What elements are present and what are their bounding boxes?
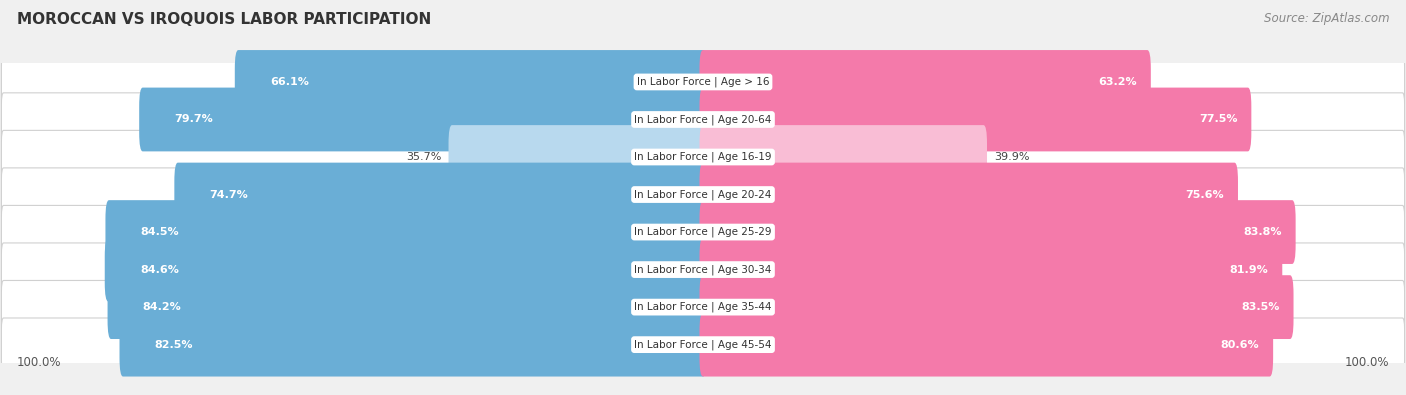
FancyBboxPatch shape [1,318,1405,371]
FancyBboxPatch shape [700,163,1237,226]
Text: In Labor Force | Age 16-19: In Labor Force | Age 16-19 [634,152,772,162]
Text: 81.9%: 81.9% [1229,265,1268,275]
Text: 79.7%: 79.7% [174,115,214,124]
FancyBboxPatch shape [700,238,1282,301]
Text: 80.6%: 80.6% [1220,340,1260,350]
Text: 66.1%: 66.1% [270,77,309,87]
Text: 75.6%: 75.6% [1185,190,1223,199]
FancyBboxPatch shape [1,280,1405,334]
FancyBboxPatch shape [449,125,707,189]
FancyBboxPatch shape [174,163,707,226]
Text: 83.5%: 83.5% [1241,302,1279,312]
FancyBboxPatch shape [235,50,707,114]
Text: In Labor Force | Age 20-24: In Labor Force | Age 20-24 [634,189,772,200]
Text: 39.9%: 39.9% [994,152,1029,162]
FancyBboxPatch shape [139,88,707,151]
FancyBboxPatch shape [700,313,1272,376]
FancyBboxPatch shape [120,313,707,376]
FancyBboxPatch shape [700,50,1152,114]
Text: 84.5%: 84.5% [141,227,179,237]
Text: In Labor Force | Age 35-44: In Labor Force | Age 35-44 [634,302,772,312]
FancyBboxPatch shape [1,168,1405,221]
FancyBboxPatch shape [700,125,987,189]
Text: 84.6%: 84.6% [141,265,179,275]
Text: 77.5%: 77.5% [1199,115,1237,124]
Text: In Labor Force | Age 25-29: In Labor Force | Age 25-29 [634,227,772,237]
FancyBboxPatch shape [1,243,1405,296]
Text: In Labor Force | Age 45-54: In Labor Force | Age 45-54 [634,339,772,350]
FancyBboxPatch shape [700,88,1251,151]
FancyBboxPatch shape [107,275,707,339]
Text: 74.7%: 74.7% [209,190,249,199]
Text: 35.7%: 35.7% [406,152,441,162]
Text: Source: ZipAtlas.com: Source: ZipAtlas.com [1264,12,1389,25]
Text: MOROCCAN VS IROQUOIS LABOR PARTICIPATION: MOROCCAN VS IROQUOIS LABOR PARTICIPATION [17,12,432,27]
FancyBboxPatch shape [700,275,1294,339]
FancyBboxPatch shape [105,200,707,264]
Text: 100.0%: 100.0% [1344,356,1389,369]
Text: In Labor Force | Age > 16: In Labor Force | Age > 16 [637,77,769,87]
Text: 84.2%: 84.2% [142,302,181,312]
Text: 83.8%: 83.8% [1243,227,1282,237]
Text: In Labor Force | Age 20-64: In Labor Force | Age 20-64 [634,114,772,125]
FancyBboxPatch shape [1,205,1405,259]
Text: 82.5%: 82.5% [155,340,193,350]
FancyBboxPatch shape [105,238,707,301]
FancyBboxPatch shape [700,200,1296,264]
Text: In Labor Force | Age 30-34: In Labor Force | Age 30-34 [634,264,772,275]
FancyBboxPatch shape [1,93,1405,146]
Text: 100.0%: 100.0% [17,356,62,369]
FancyBboxPatch shape [1,130,1405,184]
FancyBboxPatch shape [1,55,1405,109]
Text: 63.2%: 63.2% [1098,77,1136,87]
